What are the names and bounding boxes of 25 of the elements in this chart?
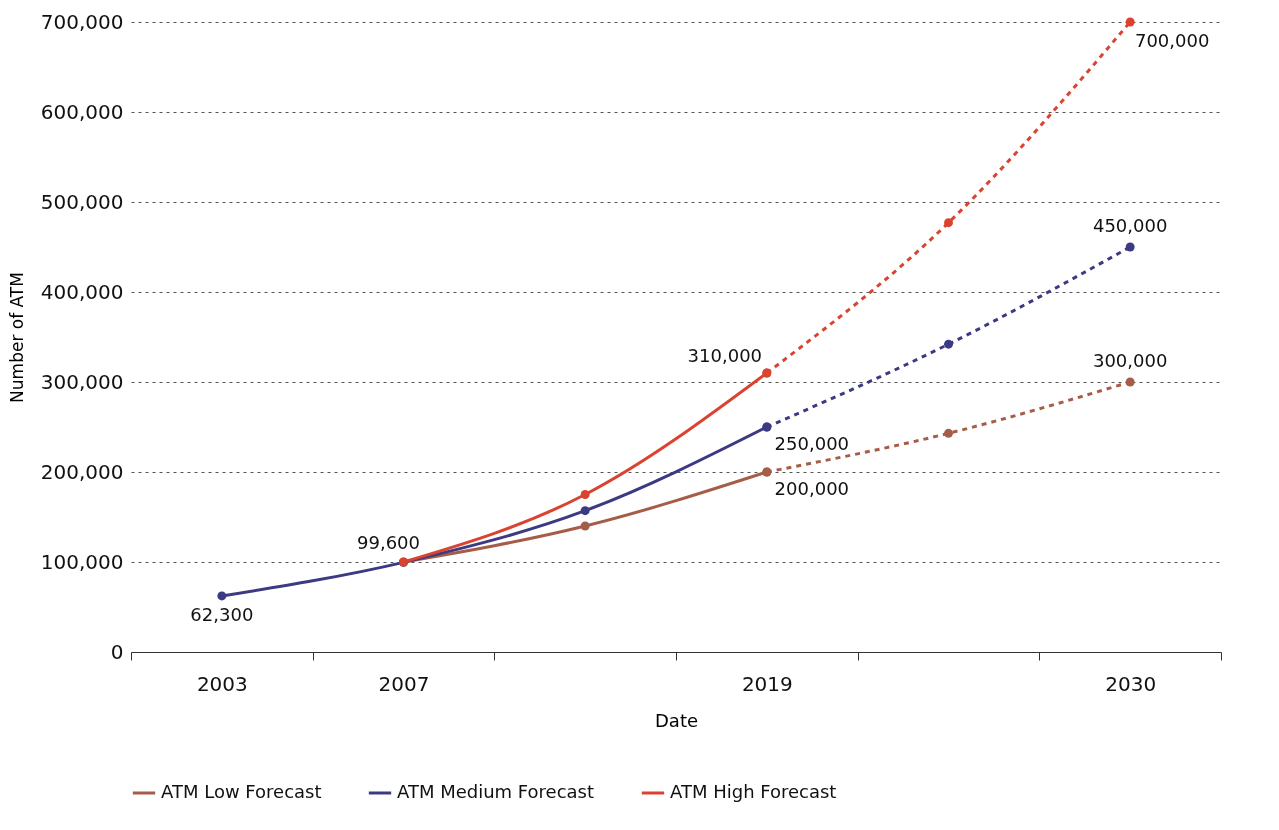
y-tick-label: 100,000 [40,549,124,574]
data-label: 450,000 [1092,215,1168,236]
y-tick-label: 0 [110,639,124,664]
data-label: 300,000 [1092,350,1168,371]
y-axis-title: Number of ATM [6,272,27,403]
data-label: 310,000 [687,345,763,366]
x-tick-label: 2030 [1105,671,1157,696]
data-label: 62,300 [190,603,254,625]
legend-label: ATM Low Forecast [161,781,322,802]
x-tick-label: 2007 [378,671,430,696]
y-tick-label: 300,000 [40,369,124,394]
x-tick-label: 2003 [196,671,248,696]
y-tick-label: 600,000 [40,99,124,124]
x-tick-label: 2019 [741,671,793,696]
y-tick-label: 400,000 [40,279,124,304]
legend-label: ATM High Forecast [670,781,837,802]
y-tick-label: 200,000 [40,459,124,484]
data-label: 99,600 [357,532,420,554]
data-label: 250,000 [774,433,850,454]
y-tick-label: 700,000 [40,9,124,34]
legend-label: ATM Medium Forecast [397,781,595,802]
y-tick-label: 500,000 [40,189,124,214]
data-label: 200,000 [774,478,850,499]
x-axis-title: Date [654,709,699,731]
data-label: 700,000 [1134,30,1210,51]
